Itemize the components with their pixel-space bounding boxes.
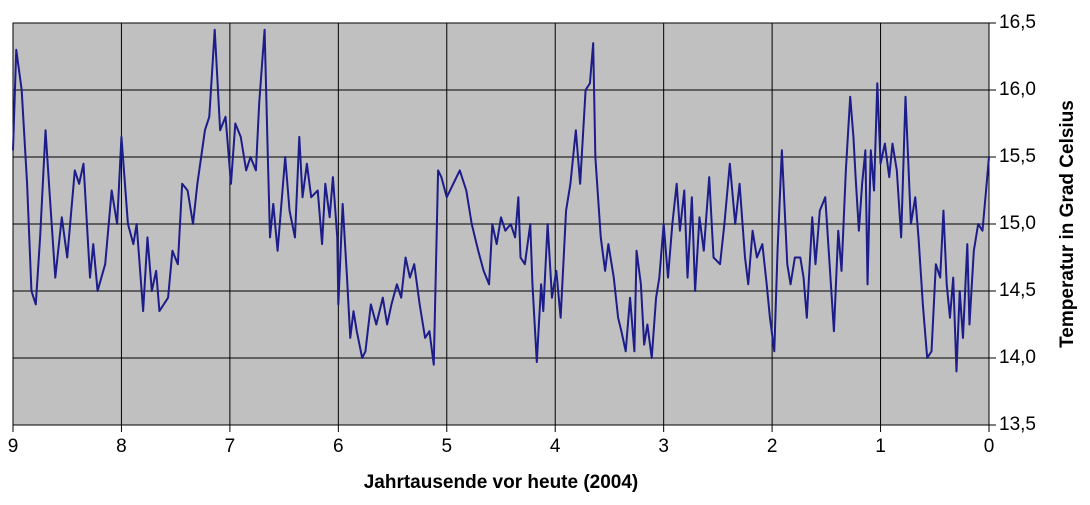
x-tick-label: 7	[225, 436, 236, 457]
x-tick-label: 4	[550, 436, 561, 457]
data-line	[12, 28, 990, 373]
y-tick-label: 15,5	[999, 146, 1036, 167]
y-tick-label: 16,5	[999, 12, 1036, 33]
x-tick-label: 6	[333, 436, 344, 457]
y-tick-label: 15,0	[999, 213, 1036, 234]
y-axis-label: Temperatur in Grad Celsius	[1057, 100, 1078, 348]
y-tick-label: 16,0	[999, 79, 1036, 100]
y-tick-label: 14,5	[999, 280, 1036, 301]
x-tick-label: 0	[984, 436, 995, 457]
x-axis-label: Jahrtausende vor heute (2004)	[364, 472, 639, 493]
x-tick-label: 5	[441, 436, 452, 457]
x-tick-label: 8	[116, 436, 127, 457]
y-tick-label: 14,0	[999, 347, 1036, 368]
plot-border	[12, 22, 990, 426]
x-tick-label: 1	[875, 436, 886, 457]
x-tick-label: 2	[767, 436, 778, 457]
x-tick-label: 3	[658, 436, 669, 457]
x-tick-label: 9	[8, 436, 19, 457]
y-tick-label: 13,5	[999, 414, 1036, 435]
